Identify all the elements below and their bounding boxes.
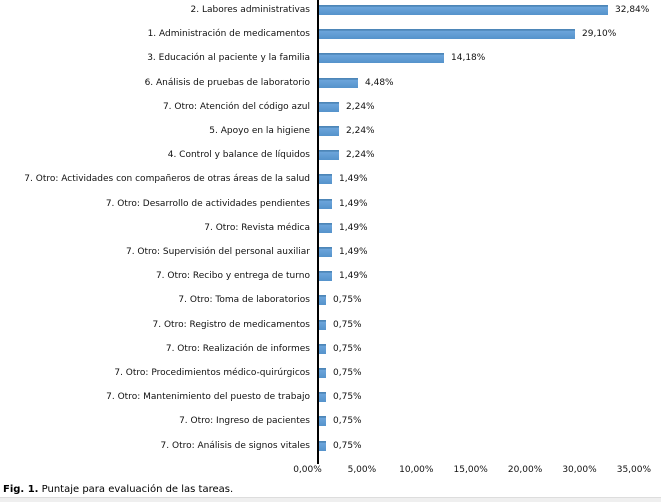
category-label: 2. Labores administrativas [190, 5, 310, 15]
value-label: 0,75% [333, 368, 362, 378]
bar [319, 53, 444, 64]
x-axis-tick-label: 5,00% [347, 465, 377, 475]
category-label: 7. Otro: Registro de medicamentos [152, 319, 310, 330]
value-label: 0,75% [333, 343, 362, 354]
value-label: 0,75% [333, 295, 362, 306]
value-label: 0,75% [333, 319, 362, 330]
x-axis-tick-label: 0,00% [293, 465, 322, 475]
bar [319, 222, 332, 233]
bar [319, 343, 326, 354]
category-label: 1. Administración de medicamentos [147, 29, 310, 40]
x-axis-tick-label: 10,00% [399, 465, 434, 475]
value-label: 2,24% [346, 150, 375, 161]
category-label: 7. Otro: Mantenimiento del puesto de tra… [106, 392, 310, 403]
value-label: 1,49% [339, 247, 368, 257]
y-axis-line [317, 0, 319, 464]
bar [319, 174, 332, 185]
category-label: 4. Control y balance de líquidos [167, 150, 310, 161]
bar [319, 126, 339, 136]
category-label: 6. Análisis de pruebas de laboratorio [144, 77, 310, 88]
category-label: 3. Educación al paciente y la familia [147, 53, 310, 64]
caption-prefix: Fig. 1. [3, 484, 39, 495]
bar [319, 368, 326, 378]
x-axis-tick-label: 20,00% [507, 465, 543, 475]
category-label: 7. Otro: Desarrollo de actividades pendi… [105, 198, 310, 209]
bar [319, 29, 575, 40]
bar [319, 5, 608, 15]
bar [319, 319, 326, 330]
bar [319, 150, 339, 161]
category-label: 7. Otro: Atención del código azul [162, 101, 310, 112]
bar [319, 440, 326, 451]
value-label: 1,49% [339, 198, 368, 209]
category-label: 7. Otro: Análisis de signos vitales [160, 440, 310, 451]
category-label: 7. Otro: Recibo y entrega de turno [155, 271, 310, 282]
value-label: 4,48% [365, 77, 394, 88]
bar [319, 392, 326, 403]
figure-caption: Fig. 1. Puntaje para evaluación de las t… [3, 483, 233, 496]
bar [319, 247, 332, 257]
value-label: 2,24% [346, 101, 375, 112]
category-label: 7. Otro: Realización de informes [165, 343, 310, 354]
bottom-border [0, 497, 661, 502]
category-label: 7. Otro: Procedimientos médico-quirúrgic… [114, 368, 310, 378]
bar [319, 295, 326, 306]
x-axis-tick-label: 30,00% [562, 465, 597, 475]
value-label: 2,24% [346, 126, 375, 136]
category-label: 7. Otro: Actividades con compañeros de o… [24, 174, 310, 185]
value-label: 0,75% [333, 416, 362, 427]
category-label: 7. Otro: Ingreso de pacientes [179, 416, 310, 427]
bar [319, 101, 339, 112]
value-label: 1,49% [339, 271, 368, 282]
value-label: 32,84% [615, 5, 650, 15]
bar [319, 416, 326, 427]
bar [319, 198, 332, 209]
value-label: 1,49% [339, 222, 368, 233]
category-label: 7. Otro: Supervisión del personal auxili… [125, 247, 310, 257]
category-label: 7. Otro: Revista médica [204, 222, 310, 233]
value-label: 0,75% [333, 392, 362, 403]
bar [319, 271, 332, 282]
category-label: 7. Otro: Toma de laboratorios [178, 295, 310, 306]
x-axis-tick-label: 35,00% [616, 465, 652, 475]
value-label: 29,10% [582, 29, 617, 40]
value-label: 0,75% [333, 440, 362, 451]
bar [319, 77, 358, 88]
caption-text: Puntaje para evaluación de las tareas. [38, 484, 234, 495]
category-label: 5. Apoyo en la higiene [209, 126, 310, 136]
value-label: 1,49% [339, 174, 368, 185]
value-label: 14,18% [451, 53, 486, 64]
x-axis-tick-label: 15,00% [453, 465, 488, 475]
